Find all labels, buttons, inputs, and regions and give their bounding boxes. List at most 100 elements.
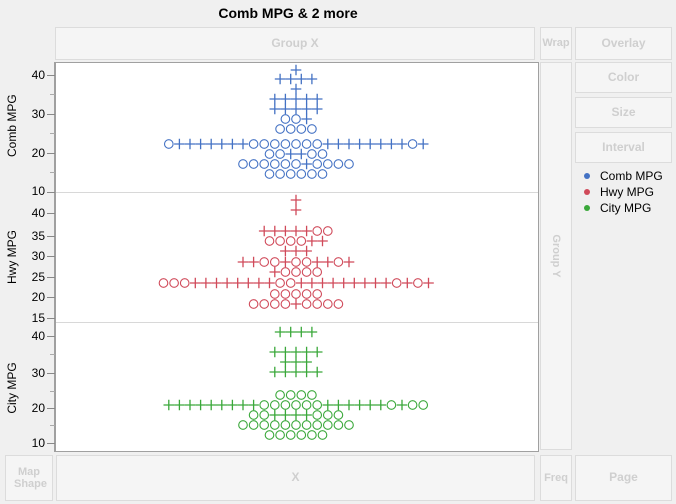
data-point-circle[interactable] — [269, 159, 280, 169]
data-point-plus[interactable] — [269, 366, 281, 378]
data-point-circle[interactable] — [291, 114, 301, 124]
data-point-circle[interactable] — [307, 390, 317, 400]
x-drop-zone[interactable]: X — [56, 455, 535, 501]
data-point-plus[interactable] — [290, 409, 302, 421]
data-point-circle[interactable] — [296, 169, 307, 179]
data-point-circle[interactable] — [264, 169, 275, 179]
data-point-plus[interactable] — [280, 103, 291, 115]
data-point-plus[interactable] — [402, 277, 413, 289]
data-point-circle[interactable] — [301, 257, 312, 267]
data-point-circle[interactable] — [307, 149, 317, 159]
data-point-circle[interactable] — [264, 149, 275, 159]
data-point-plus[interactable] — [296, 326, 307, 338]
data-point-circle[interactable] — [418, 400, 429, 410]
data-point-circle[interactable] — [333, 159, 344, 169]
data-point-circle[interactable] — [333, 420, 344, 430]
data-point-plus[interactable] — [290, 356, 302, 368]
data-point-plus[interactable] — [280, 356, 291, 368]
data-point-plus[interactable] — [237, 399, 249, 411]
data-point-circle[interactable] — [259, 420, 270, 430]
data-point-circle[interactable] — [280, 139, 291, 149]
data-point-plus[interactable] — [306, 73, 318, 85]
data-point-plus[interactable] — [380, 277, 392, 289]
data-point-circle[interactable] — [280, 267, 291, 277]
data-point-circle[interactable] — [259, 159, 270, 169]
data-point-plus[interactable] — [311, 256, 323, 268]
data-point-plus[interactable] — [301, 346, 312, 358]
data-point-plus[interactable] — [333, 399, 344, 411]
legend-item-hwy[interactable]: Hwy MPG — [582, 184, 663, 200]
data-point-circle[interactable] — [291, 159, 301, 169]
data-point-circle[interactable] — [291, 267, 301, 277]
data-point-plus[interactable] — [301, 225, 312, 237]
data-point-circle[interactable] — [285, 169, 296, 179]
data-point-circle[interactable] — [259, 400, 270, 410]
data-point-plus[interactable] — [370, 277, 381, 289]
data-point-plus[interactable] — [269, 266, 281, 278]
data-point-plus[interactable] — [227, 138, 238, 150]
size-drop-zone[interactable]: Size — [575, 97, 672, 128]
data-point-plus[interactable] — [290, 64, 302, 76]
data-point-plus[interactable] — [423, 277, 434, 289]
data-point-circle[interactable] — [248, 159, 259, 169]
data-point-plus[interactable] — [269, 346, 281, 358]
data-point-plus[interactable] — [274, 73, 286, 85]
data-point-plus[interactable] — [290, 83, 302, 95]
beeswarm-plot[interactable] — [55, 62, 539, 452]
color-drop-zone[interactable]: Color — [575, 62, 672, 93]
data-point-plus[interactable] — [216, 138, 228, 150]
data-point-plus[interactable] — [290, 346, 302, 358]
data-point-circle[interactable] — [238, 159, 248, 169]
data-point-circle[interactable] — [413, 278, 423, 288]
data-point-circle[interactable] — [248, 139, 259, 149]
data-point-circle[interactable] — [312, 139, 323, 149]
data-point-plus[interactable] — [280, 346, 291, 358]
group-x-drop-zone[interactable]: Group X — [55, 27, 535, 60]
data-point-circle[interactable] — [301, 139, 312, 149]
data-point-plus[interactable] — [290, 204, 302, 216]
data-point-plus[interactable] — [290, 225, 302, 237]
data-point-circle[interactable] — [333, 410, 344, 420]
data-point-plus[interactable] — [301, 93, 312, 105]
data-point-circle[interactable] — [280, 159, 291, 169]
data-point-circle[interactable] — [275, 390, 285, 400]
data-point-plus[interactable] — [386, 138, 397, 150]
data-point-circle[interactable] — [307, 430, 317, 440]
data-point-plus[interactable] — [280, 256, 291, 268]
data-point-plus[interactable] — [285, 148, 296, 160]
data-point-circle[interactable] — [275, 124, 285, 134]
data-point-plus[interactable] — [211, 277, 222, 289]
data-point-circle[interactable] — [285, 236, 296, 246]
data-point-circle[interactable] — [291, 289, 301, 299]
data-point-plus[interactable] — [258, 225, 270, 237]
data-point-circle[interactable] — [312, 420, 323, 430]
data-point-circle[interactable] — [275, 430, 285, 440]
legend-item-city[interactable]: City MPG — [582, 200, 663, 216]
data-point-plus[interactable] — [290, 366, 302, 378]
data-point-circle[interactable] — [407, 139, 418, 149]
data-point-plus[interactable] — [290, 93, 302, 105]
data-point-plus[interactable] — [301, 409, 312, 421]
data-point-circle[interactable] — [301, 267, 312, 277]
data-point-circle[interactable] — [269, 299, 280, 309]
data-point-plus[interactable] — [343, 256, 355, 268]
data-point-circle[interactable] — [275, 169, 285, 179]
data-point-circle[interactable] — [386, 400, 397, 410]
data-point-plus[interactable] — [285, 73, 296, 85]
data-point-plus[interactable] — [364, 138, 376, 150]
data-point-circle[interactable] — [259, 139, 270, 149]
data-point-circle[interactable] — [248, 299, 259, 309]
data-point-plus[interactable] — [311, 103, 323, 115]
data-point-circle[interactable] — [269, 139, 280, 149]
data-point-circle[interactable] — [307, 124, 317, 134]
data-point-plus[interactable] — [216, 399, 228, 411]
data-point-circle[interactable] — [317, 149, 328, 159]
data-point-circle[interactable] — [238, 420, 248, 430]
data-point-circle[interactable] — [301, 400, 312, 410]
data-point-circle[interactable] — [285, 124, 296, 134]
data-point-plus[interactable] — [280, 225, 291, 237]
data-point-circle[interactable] — [317, 430, 328, 440]
data-point-plus[interactable] — [301, 113, 312, 125]
data-point-circle[interactable] — [301, 299, 312, 309]
data-point-plus[interactable] — [296, 277, 307, 289]
